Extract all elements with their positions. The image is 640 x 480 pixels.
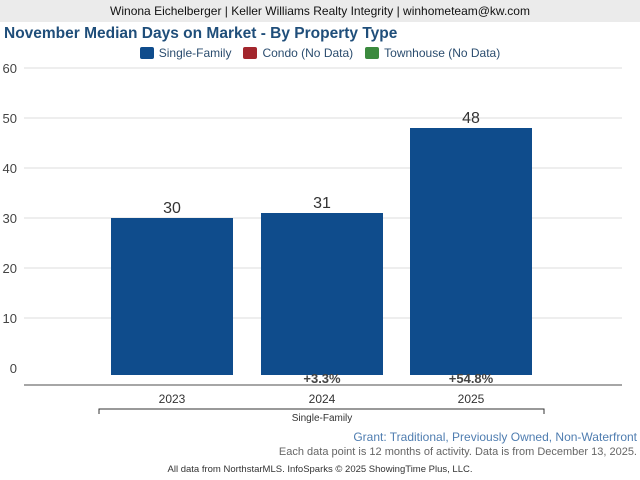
legend-swatch-single-family xyxy=(139,47,154,59)
legend-label-single-family: Single-Family xyxy=(158,46,232,60)
y-tick-label: 0 xyxy=(10,361,17,376)
legend-label-townhouse: Townhouse (No Data) xyxy=(384,46,501,60)
x-tick-label: 2025 xyxy=(458,392,485,406)
group-bracket xyxy=(98,408,545,414)
y-tick-label: 50 xyxy=(3,111,17,126)
header-text: Winona Eichelberger | Keller Williams Re… xyxy=(110,4,530,18)
footnote: Each data point is 12 months of activity… xyxy=(278,446,637,458)
y-tick-label: 20 xyxy=(3,261,17,276)
legend: Single-Family Condo (No Data) Townhouse … xyxy=(0,46,640,60)
header-bar: Winona Eichelberger | Keller Williams Re… xyxy=(0,0,640,22)
data-label: 30 xyxy=(163,200,181,217)
y-tick-label: 60 xyxy=(3,61,17,76)
legend-item-single-family[interactable]: Single-Family xyxy=(139,46,232,60)
bar-2024 xyxy=(261,213,383,375)
source-credit: All data from NorthstarMLS. InfoSparks ©… xyxy=(167,464,473,475)
y-tick-label: 30 xyxy=(3,211,17,226)
legend-label-condo: Condo (No Data) xyxy=(262,46,354,60)
group-label: Single-Family xyxy=(292,413,353,424)
bar-2023 xyxy=(111,218,233,375)
legend-item-condo[interactable]: Condo (No Data) xyxy=(243,46,353,60)
legend-swatch-townhouse xyxy=(365,47,380,59)
data-label: 31 xyxy=(313,195,331,212)
change-label: +54.8% xyxy=(449,371,494,386)
y-tick-label: 40 xyxy=(3,161,17,176)
change-label: +3.3% xyxy=(303,371,341,386)
y-tick-label: 10 xyxy=(3,311,17,326)
bar-2025 xyxy=(410,128,532,375)
legend-item-townhouse[interactable]: Townhouse (No Data) xyxy=(365,46,500,60)
x-tick-label: 2023 xyxy=(159,392,186,406)
subset-label: Grant: Traditional, Previously Owned, No… xyxy=(353,430,637,444)
x-tick-label: 2024 xyxy=(309,392,336,406)
chart-title: November Median Days on Market - By Prop… xyxy=(4,25,398,42)
legend-swatch-condo xyxy=(243,47,258,59)
data-label: 48 xyxy=(462,110,480,127)
